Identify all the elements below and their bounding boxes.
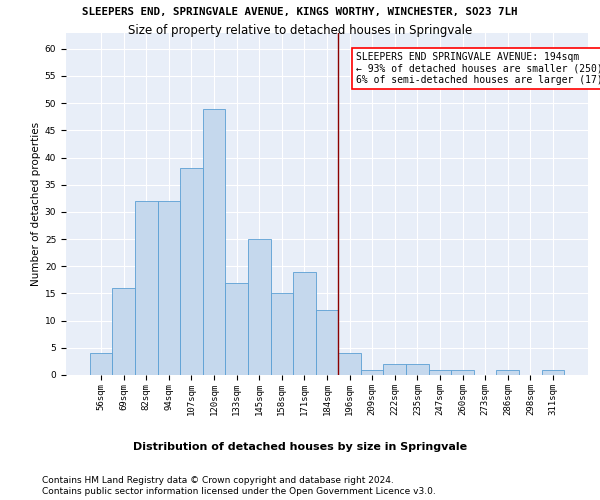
Bar: [180, 168, 203, 375]
Bar: [361, 370, 383, 375]
Bar: [135, 201, 158, 375]
Text: Size of property relative to detached houses in Springvale: Size of property relative to detached ho…: [128, 24, 472, 37]
Text: Contains HM Land Registry data © Crown copyright and database right 2024.: Contains HM Land Registry data © Crown c…: [42, 476, 394, 485]
Bar: [226, 282, 248, 375]
Y-axis label: Number of detached properties: Number of detached properties: [31, 122, 41, 286]
Bar: [338, 354, 361, 375]
Bar: [542, 370, 564, 375]
Bar: [451, 370, 474, 375]
Text: Distribution of detached houses by size in Springvale: Distribution of detached houses by size …: [133, 442, 467, 452]
Text: Contains public sector information licensed under the Open Government Licence v3: Contains public sector information licen…: [42, 488, 436, 496]
Bar: [428, 370, 451, 375]
Bar: [112, 288, 135, 375]
Bar: [271, 294, 293, 375]
Bar: [90, 354, 112, 375]
Bar: [158, 201, 180, 375]
Bar: [248, 239, 271, 375]
Bar: [383, 364, 406, 375]
Bar: [203, 108, 226, 375]
Text: SLEEPERS END, SPRINGVALE AVENUE, KINGS WORTHY, WINCHESTER, SO23 7LH: SLEEPERS END, SPRINGVALE AVENUE, KINGS W…: [82, 8, 518, 18]
Bar: [316, 310, 338, 375]
Text: SLEEPERS END SPRINGVALE AVENUE: 194sqm
← 93% of detached houses are smaller (250: SLEEPERS END SPRINGVALE AVENUE: 194sqm ←…: [356, 52, 600, 84]
Bar: [293, 272, 316, 375]
Bar: [496, 370, 519, 375]
Bar: [406, 364, 428, 375]
